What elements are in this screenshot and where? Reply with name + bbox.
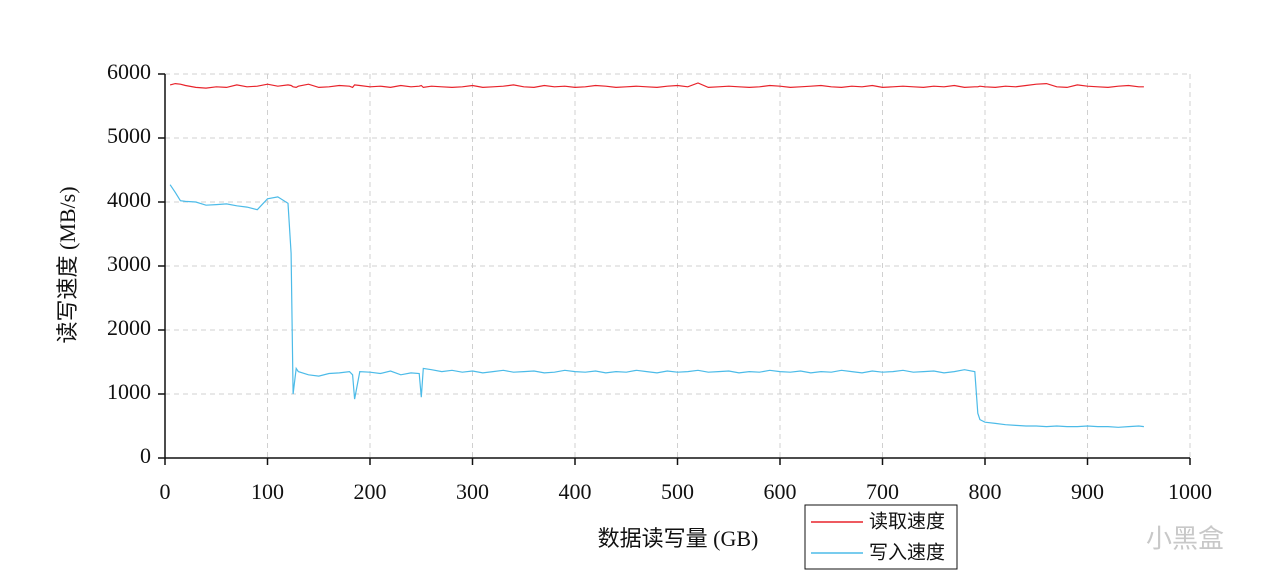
x-tick-label: 0 — [160, 479, 171, 504]
y-tick-label: 2000 — [107, 315, 151, 340]
x-tick-label: 1000 — [1168, 479, 1212, 504]
x-tick-label: 800 — [969, 479, 1002, 504]
y-tick-label: 1000 — [107, 379, 151, 404]
x-tick-label: 200 — [354, 479, 387, 504]
legend-label: 读取速度 — [869, 511, 945, 533]
x-tick-label: 900 — [1071, 479, 1104, 504]
x-tick-label: 400 — [559, 479, 592, 504]
y-tick-label: 4000 — [107, 187, 151, 212]
legend-label: 写入速度 — [869, 542, 945, 564]
x-tick-label: 600 — [764, 479, 797, 504]
x-tick-label: 300 — [456, 479, 489, 504]
series-line — [169, 82, 1144, 89]
y-tick-label: 5000 — [107, 123, 151, 148]
watermark: 小黑盒 — [1146, 525, 1224, 555]
x-axis-label: 数据读写量 (GB) — [598, 526, 759, 551]
series-line — [169, 184, 1144, 428]
y-tick-label: 3000 — [107, 251, 151, 276]
y-axis-label: 读写速度 (MB/s) — [55, 186, 80, 343]
y-tick-label: 0 — [140, 443, 151, 468]
x-tick-label: 500 — [661, 479, 694, 504]
y-tick-label: 6000 — [107, 59, 151, 84]
legend-box — [804, 504, 958, 570]
x-tick-label: 100 — [251, 479, 284, 504]
x-tick-label: 700 — [866, 479, 899, 504]
